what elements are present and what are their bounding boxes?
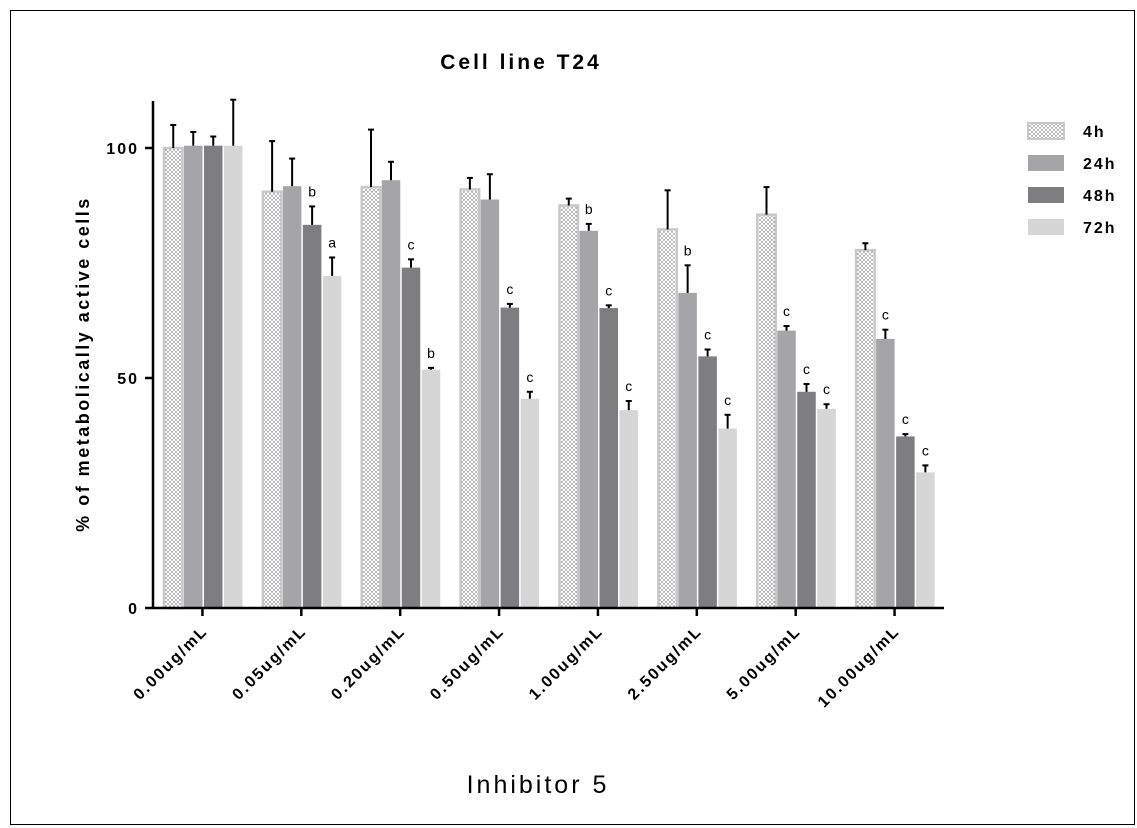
bar [558, 204, 580, 610]
x-tick-label: 2.50ug/mL [625, 623, 706, 704]
x-tick-label: 0.20ug/mL [328, 623, 409, 704]
bar [876, 338, 895, 608]
bar [854, 248, 876, 610]
significance-label: b [585, 201, 593, 217]
bar [500, 307, 520, 608]
bar [204, 145, 223, 608]
y-tick-label: 0 [128, 601, 139, 618]
significance-label: c [902, 411, 909, 427]
significance-label: c [625, 378, 632, 394]
bar [579, 230, 598, 609]
significance-label: c [605, 282, 612, 298]
bar [381, 180, 401, 608]
bar [777, 330, 796, 608]
bar [360, 185, 382, 610]
bar [698, 356, 717, 608]
bar-chart: Cell line T24 % of metabolically active … [73, 51, 1117, 799]
bar [817, 408, 836, 608]
x-tick-label: 0.50ug/mL [427, 623, 508, 704]
bar [224, 145, 243, 608]
bar [916, 472, 935, 608]
bar [302, 224, 322, 608]
bar [520, 398, 540, 608]
significance-label: c [922, 442, 929, 458]
significance-label: b [308, 183, 316, 199]
significance-label: c [882, 307, 889, 323]
bar [657, 228, 679, 610]
legend-label: 48h [1083, 188, 1117, 205]
chart-frame: Cell line T24 % of metabolically active … [10, 10, 1135, 825]
x-tick-label: 0.05ug/mL [229, 623, 310, 704]
bar [619, 410, 638, 608]
legend: 4h 24h 48h 72h [1027, 122, 1117, 237]
significance-label: a [328, 234, 336, 250]
significance-label: c [823, 381, 830, 397]
x-axis-label: Inhibitor 5 [467, 771, 610, 799]
bar [184, 145, 203, 608]
bar [599, 308, 618, 608]
significance-label: c [724, 392, 731, 408]
bar [459, 188, 481, 610]
x-tick-label: 1.00ug/mL [526, 623, 607, 704]
legend-label: 4h [1083, 124, 1106, 141]
bar [162, 146, 184, 610]
significance-label: c [408, 236, 415, 252]
legend-swatch [1028, 155, 1064, 171]
significance-label: b [684, 242, 692, 258]
bar [421, 369, 441, 608]
y-tick-label: 100 [106, 141, 139, 158]
chart-title: Cell line T24 [440, 51, 602, 74]
significance-label: c [506, 281, 513, 297]
bar [896, 436, 915, 608]
bar [756, 213, 777, 610]
legend-swatch [1028, 187, 1064, 203]
y-tick-label: 50 [117, 371, 139, 388]
legend-label: 24h [1083, 156, 1117, 173]
bar [480, 199, 500, 608]
legend-swatch [1027, 122, 1065, 140]
bar [401, 267, 421, 608]
significance-label: b [427, 345, 435, 361]
bar [322, 275, 342, 608]
bar [261, 190, 283, 610]
x-tick-label: 5.00ug/mL [724, 623, 805, 704]
legend-label: 72h [1083, 220, 1117, 237]
legend-swatch [1028, 219, 1064, 235]
significance-label: c [704, 326, 711, 342]
significance-label: c [803, 361, 810, 377]
bar [797, 391, 816, 608]
bar [282, 186, 302, 608]
bar [718, 428, 737, 608]
significance-label: c [783, 303, 790, 319]
significance-label: c [526, 369, 533, 385]
x-tick-label: 0.00ug/mL [131, 623, 212, 704]
x-tick-label: 10.00ug/mL [815, 623, 903, 711]
y-axis-label: % of metabolically active cells [73, 196, 93, 532]
bar [678, 292, 697, 608]
